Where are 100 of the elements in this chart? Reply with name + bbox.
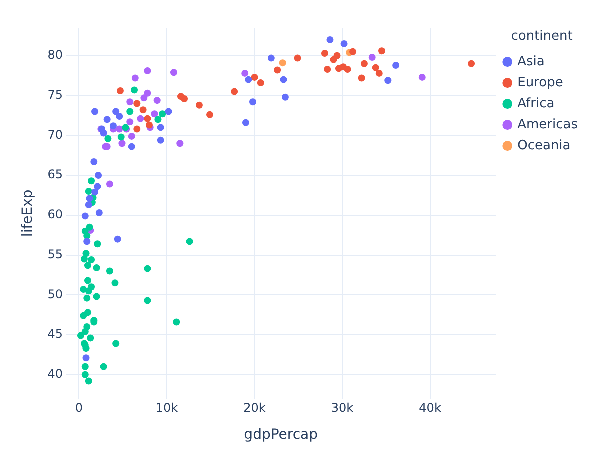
y-tick-label: 75	[48, 88, 64, 102]
point	[368, 54, 376, 62]
point	[468, 60, 476, 68]
point	[294, 54, 302, 62]
point	[392, 62, 400, 69]
point	[85, 288, 92, 295]
point	[93, 293, 100, 300]
point	[144, 297, 152, 304]
point	[144, 68, 152, 75]
point	[82, 345, 90, 352]
point	[157, 136, 164, 144]
point	[178, 93, 185, 100]
point	[77, 332, 84, 340]
point	[251, 74, 258, 81]
point	[137, 115, 144, 122]
point	[92, 188, 99, 196]
legend-label: Europe	[518, 75, 564, 90]
point	[94, 183, 102, 190]
point	[376, 70, 383, 77]
point	[242, 70, 249, 77]
point	[206, 111, 214, 118]
point	[378, 48, 386, 55]
point	[86, 224, 94, 231]
point	[321, 50, 328, 58]
point	[280, 76, 288, 84]
point	[154, 116, 162, 124]
point	[85, 188, 92, 195]
point	[334, 52, 341, 60]
legend-label: Americas	[518, 117, 578, 132]
legend-title: continent	[511, 28, 573, 44]
point	[134, 126, 141, 133]
point	[118, 134, 125, 141]
x-tick-label: 10k	[156, 401, 178, 416]
point	[88, 256, 96, 264]
point	[118, 140, 126, 148]
point	[84, 294, 91, 302]
point	[100, 363, 108, 370]
point	[165, 108, 172, 116]
point	[84, 277, 92, 284]
point	[257, 80, 264, 87]
point	[81, 256, 88, 263]
y-tick-label: 40	[48, 367, 64, 381]
point	[358, 74, 366, 82]
point	[100, 130, 108, 137]
point	[82, 354, 90, 362]
point	[104, 135, 112, 142]
point	[86, 195, 94, 202]
point	[82, 212, 89, 220]
legend-label: Africa	[518, 96, 555, 112]
point	[116, 126, 124, 133]
point	[112, 340, 120, 348]
legend-label: Oceania	[518, 138, 571, 154]
point	[157, 124, 164, 132]
point	[112, 108, 120, 116]
point	[140, 106, 147, 114]
y-tick-label: 60	[48, 208, 64, 222]
point	[114, 236, 122, 243]
point	[88, 178, 96, 185]
point	[128, 132, 136, 140]
point	[96, 210, 103, 216]
y-tick-label: 70	[48, 128, 64, 142]
point	[90, 158, 98, 166]
point	[126, 118, 134, 126]
legend-label: Asia	[518, 54, 545, 70]
point	[154, 97, 161, 104]
point	[340, 40, 348, 48]
y-tick-label: 55	[48, 247, 64, 262]
point	[132, 74, 139, 82]
point	[384, 77, 392, 84]
point	[85, 202, 92, 209]
y-tick-label: 80	[48, 48, 64, 62]
point	[372, 64, 380, 72]
point	[242, 119, 250, 126]
point	[110, 122, 117, 130]
point	[95, 172, 102, 180]
y-tick-label: 50	[48, 287, 64, 302]
point	[92, 108, 99, 116]
point	[231, 88, 238, 96]
y-tick-label: 65	[48, 168, 64, 182]
point	[282, 94, 289, 101]
point	[144, 265, 152, 272]
point	[85, 378, 92, 385]
point	[82, 371, 89, 378]
point	[159, 110, 166, 118]
point	[104, 116, 111, 124]
point	[274, 66, 282, 74]
y-axis-title: lifeExp	[20, 190, 36, 238]
point	[350, 48, 357, 56]
point	[131, 86, 138, 94]
point	[126, 108, 134, 116]
x-tick-label: 20k	[244, 401, 266, 416]
point	[279, 60, 286, 67]
x-tick-label: 30k	[331, 401, 354, 416]
point	[84, 232, 91, 240]
x-tick-label: 40k	[419, 401, 442, 416]
point	[176, 140, 184, 148]
point	[140, 94, 148, 102]
y-tick-label: 45	[48, 327, 64, 342]
point	[106, 180, 114, 188]
point	[84, 238, 91, 246]
